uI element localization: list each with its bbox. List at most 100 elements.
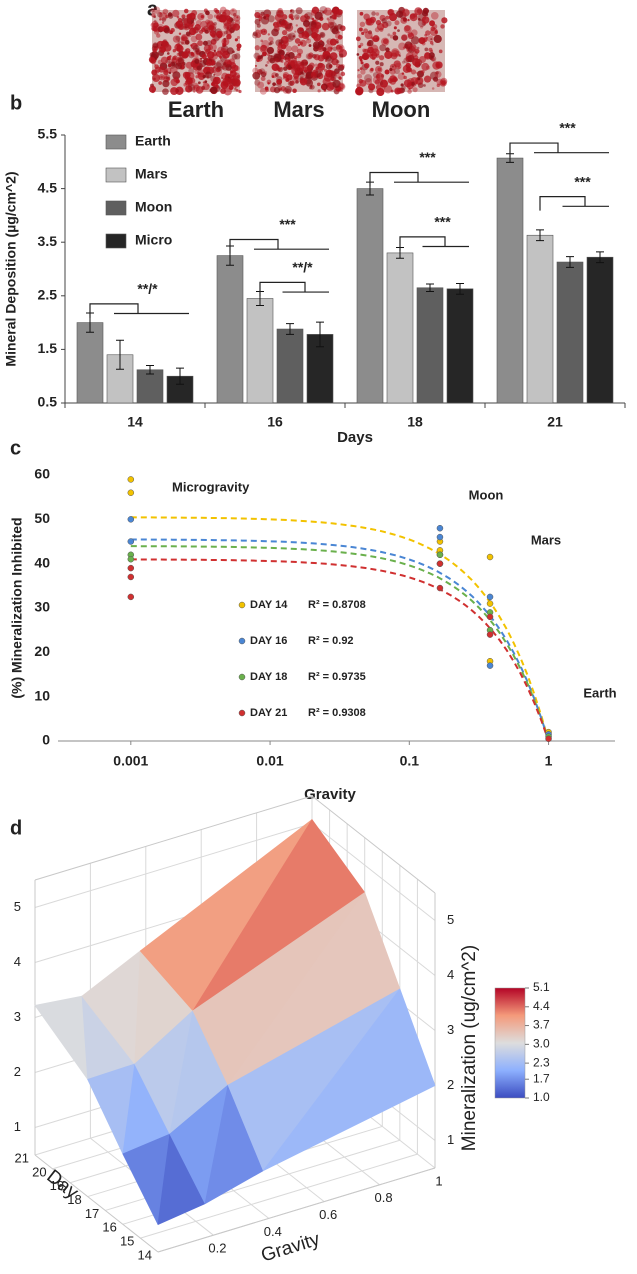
significance-bracket — [539, 196, 609, 211]
stain-spot — [407, 67, 413, 73]
stain-spot — [223, 30, 228, 35]
stain-spot — [205, 60, 212, 67]
stain-spot — [213, 14, 218, 18]
stain-spot — [233, 75, 240, 83]
grid-line — [34, 823, 313, 908]
error-bar — [566, 256, 574, 268]
x-tick-label: 18 — [407, 414, 423, 430]
x-tick-label: 0.4 — [264, 1224, 282, 1239]
stain-spot — [404, 25, 411, 32]
stain-spot — [361, 31, 365, 36]
stain-spot — [156, 33, 161, 38]
stain-spot — [408, 87, 411, 90]
stain-spot — [281, 29, 288, 36]
stain-spot — [222, 44, 225, 47]
image-caption: Moon — [372, 97, 431, 122]
stain-spot — [430, 38, 433, 41]
stain-spot — [183, 18, 192, 27]
stain-spot — [159, 26, 165, 32]
data-point — [127, 516, 135, 523]
colorbar-tick-label: 3.7 — [533, 1018, 550, 1032]
stain-spot — [360, 69, 366, 75]
stain-spot — [299, 78, 308, 86]
stain-spot — [387, 33, 391, 37]
stain-spot — [426, 65, 431, 70]
stain-spot — [304, 12, 313, 20]
stain-spot — [226, 18, 232, 25]
stain-spot — [297, 69, 306, 78]
stain-image — [252, 6, 348, 95]
stain-spot — [310, 85, 314, 89]
grid-line — [140, 1153, 418, 1239]
stain-spot — [196, 65, 202, 71]
stain-spot — [374, 79, 380, 85]
stain-spot — [230, 18, 235, 24]
stain-spot — [252, 67, 259, 74]
stain-spot — [163, 27, 171, 34]
legend-swatch — [105, 134, 127, 150]
stain-spot — [273, 57, 280, 64]
stain-spot — [401, 85, 406, 91]
data-point — [486, 613, 494, 621]
stain-spot — [207, 13, 214, 20]
error-bar — [456, 282, 464, 295]
legend-label: Micro — [135, 232, 172, 248]
stain-spot — [384, 69, 390, 75]
stain-spot — [330, 71, 337, 78]
stain-spot — [219, 6, 227, 14]
data-point — [127, 476, 135, 483]
y-tick-label: 15 — [120, 1234, 134, 1249]
stain-spot — [370, 67, 374, 72]
stain-spot — [401, 8, 410, 17]
stain-spot — [148, 85, 157, 93]
significance-bracket — [89, 303, 189, 318]
stain-spot — [325, 55, 332, 62]
stain-spot — [153, 22, 159, 28]
stain-spot — [412, 58, 421, 67]
stain-spot — [305, 75, 310, 80]
stain-spot — [260, 28, 268, 36]
stain-spot — [305, 38, 312, 44]
stain-spot — [428, 52, 435, 59]
stain-spot — [387, 8, 395, 16]
stain-spot — [375, 72, 384, 81]
stain-spot — [188, 84, 196, 92]
error-bar — [426, 283, 434, 293]
y-tick-label: 30 — [34, 599, 50, 615]
stain-spot — [385, 15, 390, 20]
stain-spot — [407, 31, 413, 38]
stain-spot — [216, 13, 219, 16]
stain-spot — [194, 58, 200, 64]
stain-spot — [185, 31, 191, 37]
colorbar — [494, 987, 526, 1099]
stain-spot — [308, 44, 312, 48]
stain-spot — [218, 86, 221, 90]
stain-spot — [266, 79, 272, 85]
stain-spot — [401, 34, 408, 41]
stain-spot — [375, 12, 380, 16]
significance-bracket — [229, 238, 329, 254]
stain-spot — [166, 55, 172, 61]
x-tick-label: 1 — [545, 753, 553, 769]
stain-spot — [231, 64, 239, 72]
error-bar — [116, 339, 124, 370]
legend-label: Mars — [135, 166, 168, 182]
stain-spot — [340, 71, 346, 77]
stain-spot — [276, 78, 283, 85]
z-tick-label: 1 — [14, 1119, 21, 1134]
stain-spot — [222, 83, 226, 86]
stain-spot — [150, 22, 155, 28]
stain-spot — [431, 57, 435, 62]
stain-spot — [213, 49, 216, 52]
stain-spot — [357, 69, 360, 72]
stain-spot — [236, 35, 240, 39]
stain-spot — [161, 21, 165, 24]
stain-spot — [197, 72, 206, 80]
stain-spot — [274, 73, 279, 77]
y-tick-label: 18 — [67, 1192, 81, 1207]
stain-spot — [338, 45, 343, 50]
stain-spot — [212, 66, 215, 70]
stain-spot — [379, 79, 389, 88]
stain-spot — [280, 19, 289, 28]
stain-spot — [326, 38, 333, 45]
